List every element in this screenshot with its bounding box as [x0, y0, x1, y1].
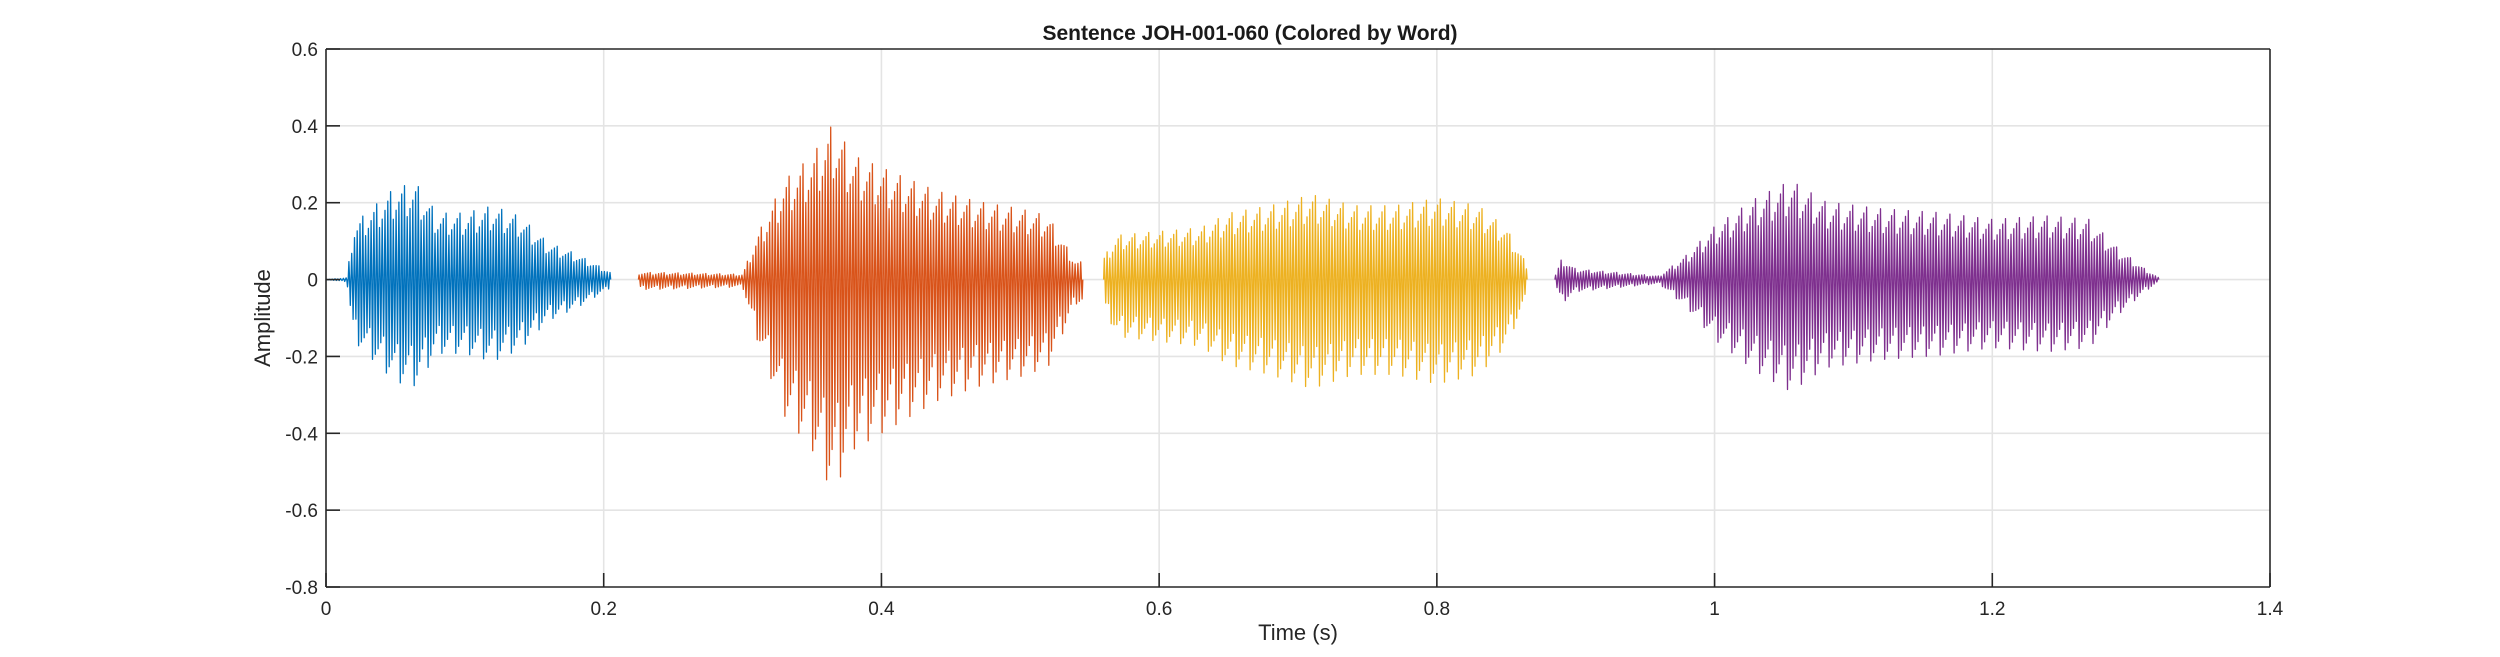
y-tick-label: -0.2 [285, 347, 318, 368]
chart-title: Sentence JOH-001-060 (Colored by Word) [1042, 22, 1457, 45]
y-tick-label: 0.6 [292, 40, 318, 61]
x-tick-label: 0.8 [1424, 599, 1450, 620]
y-axis-label: Amplitude [250, 269, 275, 367]
y-tick-label: -0.8 [285, 578, 318, 599]
x-tick-label: 0.2 [591, 599, 617, 620]
y-tick-label: 0.2 [292, 194, 318, 215]
x-tick-label: 1.4 [2257, 599, 2284, 620]
x-tick-label: 1.2 [1979, 599, 2005, 620]
y-tick-label: -0.4 [285, 424, 318, 445]
series-2-waveform [637, 126, 1084, 481]
y-tick-label: -0.6 [285, 501, 318, 522]
x-tick-label: 1 [1709, 599, 1720, 620]
plot-area [325, 126, 2160, 481]
y-tick-label: 0.4 [292, 117, 319, 138]
x-tick-label: 0.4 [868, 599, 895, 620]
axes: 0 0.2 0.4 0.6 0.8 1 1.2 1.4 -0.8 -0.6 -0.4 -0.2 0 0.2… [285, 40, 2283, 620]
series-4-waveform [1554, 183, 2160, 391]
series-3-waveform [1102, 194, 1528, 388]
y-tick-label: 0 [307, 271, 318, 292]
x-tick-label: 0 [321, 599, 332, 620]
series-1-waveform [325, 185, 612, 387]
x-tick-label: 0.6 [1146, 599, 1172, 620]
x-axis-label: Time (s) [1258, 620, 1338, 645]
